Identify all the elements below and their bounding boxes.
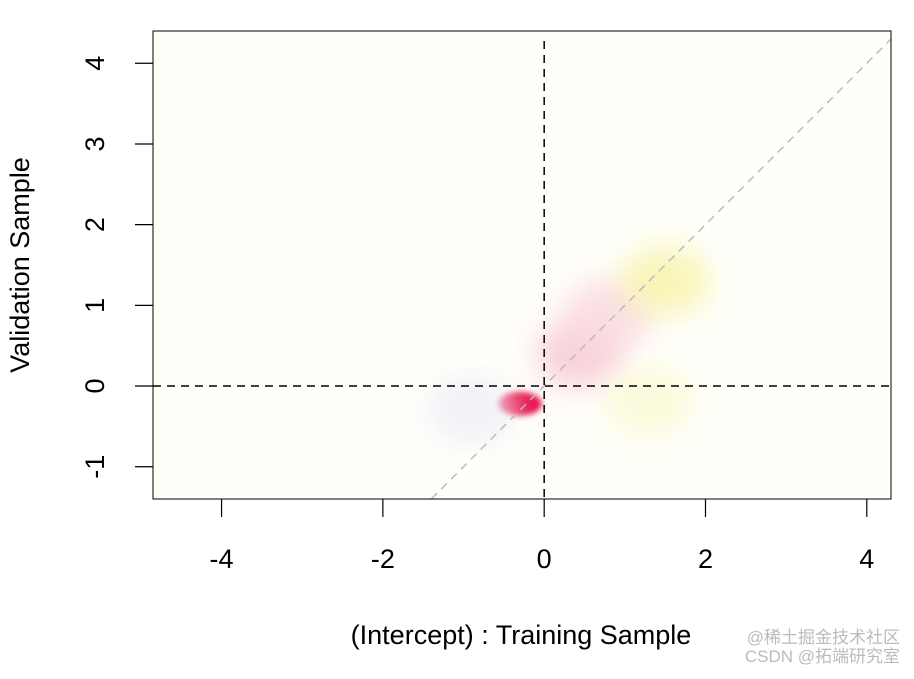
y-tick-label: -1 [80, 455, 110, 479]
x-tick-label: -4 [210, 544, 234, 574]
x-tick-label: -2 [371, 544, 395, 574]
y-tick-label: 4 [80, 56, 110, 71]
density-blob [604, 367, 695, 438]
x-tick-label: 4 [859, 544, 874, 574]
y-tick-label: 1 [80, 298, 110, 313]
diagonal-line [430, 38, 891, 499]
x-tick-label: 0 [537, 544, 552, 574]
y-tick-label: 2 [80, 217, 110, 232]
x-axis-label: (Intercept) : Training Sample [351, 620, 692, 650]
y-axis-label: Validation Sample [5, 157, 35, 373]
y-tick-label: 3 [80, 136, 110, 151]
plot-frame [152, 30, 892, 500]
plot-area [426, 38, 891, 499]
density-blob [426, 375, 517, 446]
watermark: CSDN @拓端研究室 [745, 647, 900, 666]
watermark: @稀土掘金技术社区 [747, 628, 900, 647]
plot-background [153, 31, 891, 499]
density-blob [620, 246, 711, 317]
y-tick-label: 0 [80, 379, 110, 394]
x-tick-label: 2 [698, 544, 713, 574]
